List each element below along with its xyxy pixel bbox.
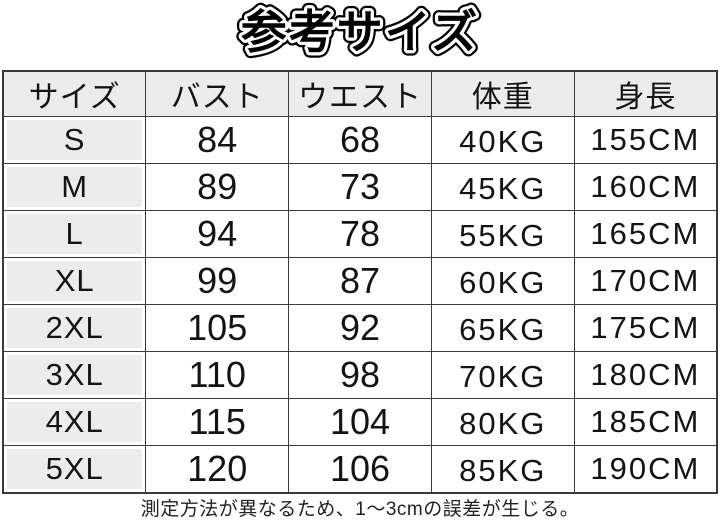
table-cell: 92 [288, 304, 432, 352]
table-cell: 70KG [430, 351, 575, 399]
table-row: 4XL 115 104 80KG 185CM [2, 398, 718, 446]
size-label: 2XL [7, 308, 143, 348]
table-cell: 185CM [573, 398, 718, 446]
table-cell: 104 [288, 398, 432, 446]
table-cell: 89 [145, 163, 290, 211]
size-label-cell: L [2, 210, 147, 258]
table-cell: 106 [288, 445, 432, 494]
table-cell: 190CM [573, 445, 718, 494]
table-cell: 175CM [573, 304, 718, 352]
column-header: サイズ [2, 70, 147, 117]
table-cell: 98 [288, 351, 432, 399]
table-cell: 68 [288, 116, 432, 164]
table-cell: 155CM [573, 116, 718, 164]
table-cell: 110 [145, 351, 290, 399]
svg-text:参考サイズ: 参考サイズ [241, 6, 480, 58]
footnote: 測定方法が異なるため、1〜3cmの誤差が生じる。 [140, 499, 580, 520]
size-label: 3XL [7, 355, 143, 395]
size-label-cell: XL [2, 257, 147, 305]
column-header: ウエスト [288, 70, 432, 117]
column-header: 体重 [430, 70, 575, 117]
column-header: 身長 [573, 70, 718, 117]
size-label: 4XL [7, 402, 143, 442]
size-label: S [7, 120, 143, 160]
table-cell: 160CM [573, 163, 718, 211]
table-row: 2XL 105 92 65KG 175CM [2, 304, 718, 352]
size-label-cell: 2XL [2, 304, 147, 352]
table-cell: 99 [145, 257, 290, 305]
table-cell: 165CM [573, 210, 718, 258]
size-table-head: サイズ バスト ウエスト 体重 身長 [2, 70, 718, 117]
size-label-cell: M [2, 163, 147, 211]
svg-text:参考サイズ: 参考サイズ [241, 6, 480, 58]
size-label-cell: 3XL [2, 351, 147, 399]
size-label-cell: 5XL [2, 445, 147, 494]
table-cell: 85KG [430, 445, 575, 494]
size-label: L [7, 214, 143, 254]
size-label: M [7, 167, 143, 207]
svg-text:参考サイズ: 参考サイズ [241, 6, 480, 58]
size-table-head-row: サイズ バスト ウエスト 体重 身長 [2, 70, 718, 117]
table-row: M 89 73 45KG 160CM [2, 163, 718, 211]
table-cell: 94 [145, 210, 290, 258]
table-cell: 170CM [573, 257, 718, 305]
table-cell: 45KG [430, 163, 575, 211]
table-cell: 84 [145, 116, 290, 164]
table-row: 3XL 110 98 70KG 180CM [2, 351, 718, 399]
table-row: XL 99 87 60KG 170CM [2, 257, 718, 305]
table-cell: 87 [288, 257, 432, 305]
table-row: L 94 78 55KG 165CM [2, 210, 718, 258]
table-row: 5XL 120 106 85KG 190CM [2, 445, 718, 494]
size-table-body: S 84 68 40KG 155CM M 89 73 45KG 160CM L 94 78 55KG 165… [2, 116, 718, 494]
table-cell: 78 [288, 210, 432, 258]
table-cell: 180CM [573, 351, 718, 399]
table-cell: 80KG [430, 398, 575, 446]
table-cell: 105 [145, 304, 290, 352]
table-cell: 60KG [430, 257, 575, 305]
table-cell: 120 [145, 445, 290, 494]
table-cell: 115 [145, 398, 290, 446]
page-title: 参考サイズ 参考サイズ 参考サイズ [0, 0, 720, 64]
size-label: 5XL [7, 449, 143, 489]
table-row: S 84 68 40KG 155CM [2, 116, 718, 164]
title-sticker-text: 参考サイズ 参考サイズ 参考サイズ [235, 1, 483, 64]
size-label-cell: 4XL [2, 398, 147, 446]
table-cell: 65KG [430, 304, 575, 352]
size-table: サイズ バスト ウエスト 体重 身長 S 84 68 40KG 155CM M 89 73 45KG 16… [2, 70, 718, 494]
table-cell: 73 [288, 163, 432, 211]
size-label: XL [7, 261, 143, 301]
table-cell: 40KG [430, 116, 575, 164]
size-label-cell: S [2, 116, 147, 164]
column-header: バスト [145, 70, 290, 117]
table-cell: 55KG [430, 210, 575, 258]
